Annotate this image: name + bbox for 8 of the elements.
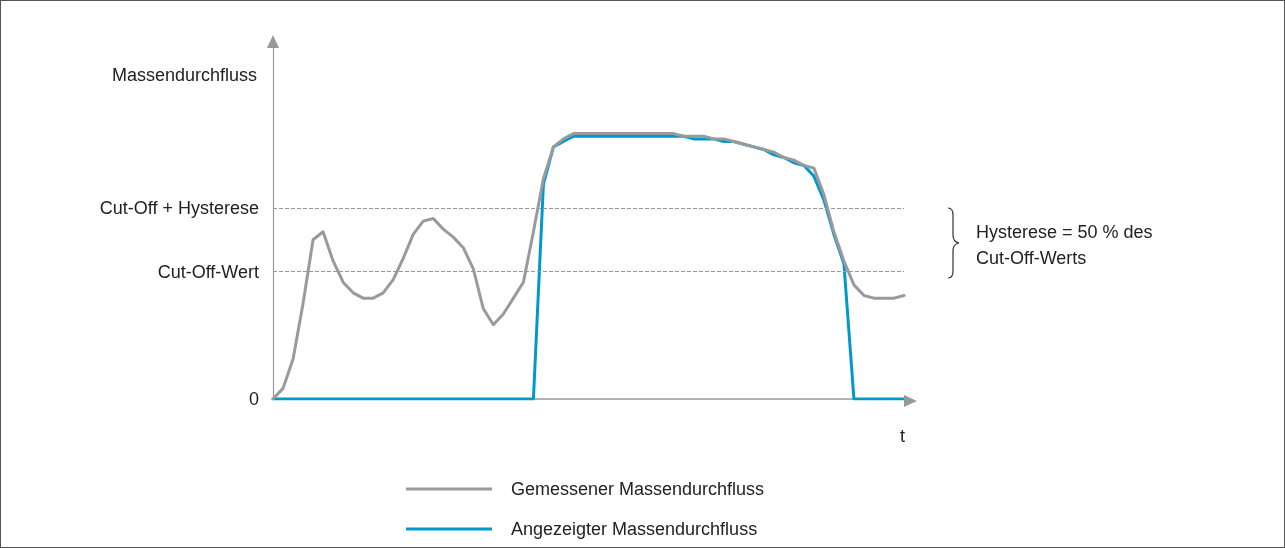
legend-label: Angezeigter Massendurchfluss bbox=[511, 519, 758, 539]
y-axis-title: Massendurchfluss bbox=[111, 65, 257, 85]
text: 0 bbox=[248, 389, 259, 409]
legend-label: Gemessener Massendurchfluss bbox=[511, 479, 765, 499]
x-axis-title: t bbox=[900, 426, 906, 446]
text: Hysterese = 50 % des Cut-Off-Werts bbox=[976, 222, 1153, 268]
ref-line-label: Cut-Off + Hysterese bbox=[99, 197, 259, 218]
ref-line-label: Cut-Off-Wert bbox=[157, 261, 259, 282]
